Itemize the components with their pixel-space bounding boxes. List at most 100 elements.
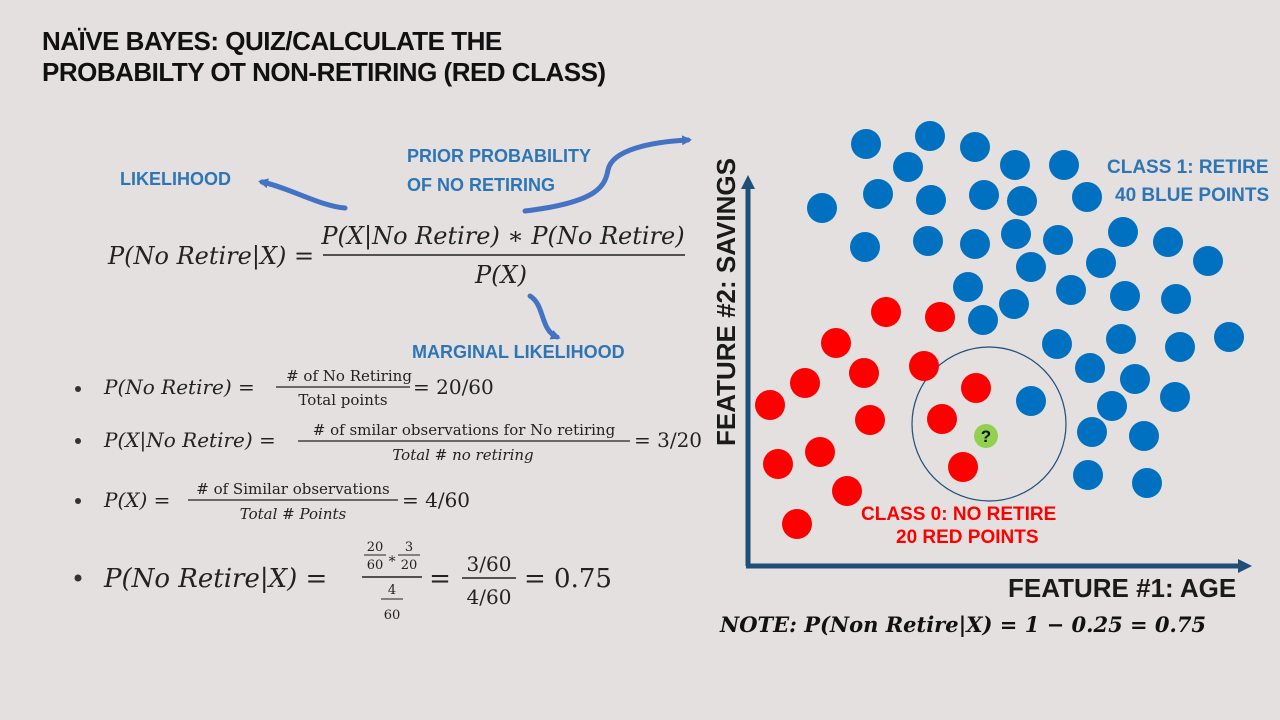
blue-point [863, 179, 893, 209]
main-formula-lhs: P(No Retire|X) = [107, 242, 314, 271]
unknown-point-label: ? [981, 427, 991, 446]
main-formula: P(No Retire|X) = P(X|No Retire) ∗ P(No R… [107, 222, 685, 289]
bullet-marginal-den: Total # Points [240, 505, 347, 523]
red-point [927, 404, 957, 434]
note-text: : P(Non Retire|X) = 1 − 0.25 = 0.75 [789, 612, 1206, 637]
red-point [763, 449, 793, 479]
blue-point [1043, 225, 1073, 255]
red-point [909, 351, 939, 381]
blue-point [968, 305, 998, 335]
class-1-label-line1: CLASS 1: RETIRE [1107, 157, 1269, 178]
final-c-num: 4 [388, 583, 396, 598]
blue-point [1077, 417, 1107, 447]
bullet-likelihood-den: Total # no retiring [392, 446, 533, 464]
bullet-prior: P(No Retire) = # of No Retiring Total po… [75, 367, 494, 409]
blue-point [1129, 421, 1159, 451]
blue-point [1161, 284, 1191, 314]
blue-point [1160, 382, 1190, 412]
main-formula-numerator: P(X|No Retire) ∗ P(No Retire) [320, 222, 684, 251]
class-0-label-line1: CLASS 0: NO RETIRE [861, 504, 1056, 525]
note-line: NOTE: P(Non Retire|X) = 1 − 0.25 = 0.75 [719, 612, 1206, 637]
bullet-likelihood: P(X|No Retire) = # of smilar observation… [75, 421, 702, 464]
final-c-den: 60 [384, 608, 401, 623]
red-point [948, 452, 978, 482]
blue-point [1056, 275, 1086, 305]
blue-point [1214, 322, 1244, 352]
red-point [782, 509, 812, 539]
bullet-marginal-rhs: = 4/60 [402, 488, 470, 512]
bullet-marginal-lhs: P(X) = [103, 488, 170, 512]
marginal-arrow [527, 293, 561, 340]
y-axis-label: FEATURE #2: SAVINGS [711, 158, 741, 446]
blue-point [960, 229, 990, 259]
blue-point [915, 121, 945, 151]
scatter-plot: FEATURE #2: SAVINGS FEATURE #1: AGE ? CL… [711, 121, 1269, 603]
bullet-prior-rhs: = 20/60 [413, 375, 494, 399]
blue-point [1165, 332, 1195, 362]
x-axis-label: FEATURE #1: AGE [1008, 573, 1236, 603]
red-point [755, 390, 785, 420]
red-point [871, 297, 901, 327]
blue-point [851, 129, 881, 159]
blue-point [913, 226, 943, 256]
bullet-list: P(No Retire) = # of No Retiring Total po… [74, 367, 702, 623]
prior-label-line2: OF NO RETIRING [407, 175, 555, 195]
class-1-points [807, 121, 1244, 498]
red-point [805, 437, 835, 467]
blue-point [1132, 468, 1162, 498]
final-a-num: 20 [367, 540, 384, 555]
blue-point [807, 193, 837, 223]
blue-point [1086, 248, 1116, 278]
prior-label-line1: PRIOR PROBABILITY [407, 146, 591, 166]
note: NOTE: P(Non Retire|X) = 1 − 0.25 = 0.75 [719, 612, 1206, 637]
red-point [855, 405, 885, 435]
red-point [821, 328, 851, 358]
class-1-label-line2: 40 BLUE POINTS [1115, 185, 1269, 206]
blue-point [850, 232, 880, 262]
final-mid-den: 4/60 [467, 585, 512, 609]
blue-point [1120, 364, 1150, 394]
bullet-prior-lhs: P(No Retire) = [103, 375, 255, 399]
bullet-final: P(No Retire|X) = 20 60 ∗ 3 20 4 60 = 3/6… [74, 540, 612, 623]
blue-point [1000, 150, 1030, 180]
bullet-dot [75, 438, 81, 444]
blue-point [1072, 182, 1102, 212]
note-label: NOTE [719, 612, 790, 637]
final-b-num: 3 [405, 540, 413, 555]
main-formula-denominator: P(X) [474, 261, 527, 289]
red-point [961, 373, 991, 403]
blue-point [1106, 324, 1136, 354]
blue-point [1153, 227, 1183, 257]
blue-point [916, 185, 946, 215]
final-equals: = [429, 564, 451, 594]
red-point [925, 302, 955, 332]
blue-point [1108, 217, 1138, 247]
red-point [849, 358, 879, 388]
bullet-likelihood-rhs: = 3/20 [634, 428, 702, 452]
red-point [790, 368, 820, 398]
final-mid-num: 3/60 [467, 552, 512, 576]
blue-point [1110, 281, 1140, 311]
bullet-prior-num: # of No Retiring [286, 367, 412, 385]
bullet-prior-den: Total points [298, 391, 387, 409]
blue-point [1073, 460, 1103, 490]
bullet-dot [75, 386, 81, 392]
blue-point [1042, 329, 1072, 359]
class-0-label-line2: 20 RED POINTS [896, 527, 1039, 548]
blue-point [1049, 150, 1079, 180]
title-line-1: NAÏVE BAYES: QUIZ/CALCULATE THE [42, 26, 502, 56]
final-result: = 0.75 [524, 564, 612, 594]
blue-point [1193, 246, 1223, 276]
likelihood-arrow [258, 178, 348, 211]
blue-point [1016, 386, 1046, 416]
bullet-dot [74, 574, 82, 582]
blue-point [1097, 391, 1127, 421]
final-b-den: 20 [401, 558, 418, 573]
marginal-label: MARGINAL LIKELIHOOD [412, 342, 625, 362]
blue-point [969, 180, 999, 210]
prior-arrow [522, 135, 692, 214]
blue-point [1016, 252, 1046, 282]
blue-point [1007, 186, 1037, 216]
title-line-2: PROBABILTY OT NON-RETIRING (RED CLASS) [42, 57, 606, 87]
